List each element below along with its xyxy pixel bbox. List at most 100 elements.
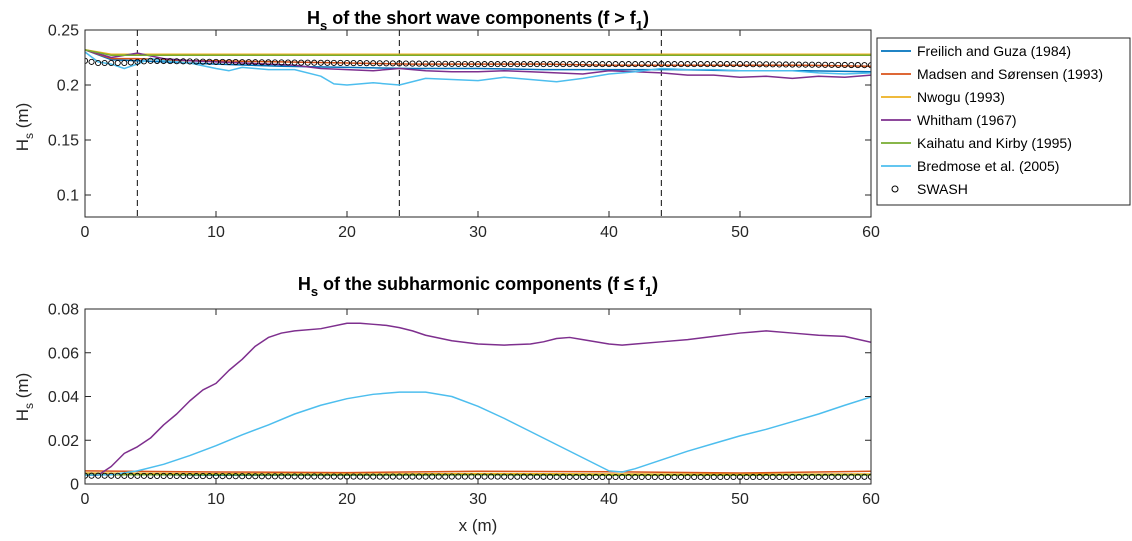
swash-point	[835, 473, 842, 480]
swash-point	[95, 472, 102, 479]
swash-point	[769, 473, 776, 480]
swash-point	[651, 61, 658, 68]
swash-point	[206, 473, 213, 480]
series-line	[85, 470, 871, 474]
swash-point	[160, 472, 167, 480]
swash-point	[815, 61, 822, 68]
swash-point	[619, 473, 626, 481]
swash-point	[199, 473, 206, 480]
swash-point	[271, 59, 279, 66]
swash-point	[363, 60, 370, 67]
swash-point	[625, 61, 632, 68]
swash-point	[304, 473, 311, 480]
legend-item: Nwogu (1993)	[881, 89, 1005, 105]
subharmonic-ylabel: Hs (m)	[13, 373, 36, 422]
x-tick-label: 60	[862, 491, 880, 508]
swash-point	[533, 473, 541, 480]
swash-point	[678, 61, 685, 68]
swash-point	[140, 58, 147, 65]
swash-point	[605, 61, 613, 68]
swash-point	[468, 60, 475, 68]
series-line	[85, 391, 871, 476]
swash-point	[324, 59, 331, 66]
swash-point	[527, 473, 534, 480]
swash-point	[488, 61, 495, 68]
swash-point	[291, 59, 298, 66]
x-tick-label: 60	[862, 224, 880, 241]
legend-item: Madsen and Sørensen (1993)	[881, 66, 1103, 82]
swash-point	[691, 61, 698, 68]
swash-point	[756, 61, 763, 68]
y-tick-label: 0.2	[57, 78, 79, 95]
swash-point	[389, 60, 396, 67]
swash-point	[802, 61, 809, 68]
swash-point	[278, 59, 285, 66]
swash-point	[363, 473, 370, 480]
swash-point	[809, 473, 816, 480]
swash-point	[854, 62, 861, 69]
swash-point	[566, 473, 573, 480]
swash-point	[841, 473, 848, 480]
swash-point	[186, 472, 193, 480]
legend-item: Kaihatu and Kirby (1995)	[881, 135, 1072, 151]
swash-point	[612, 473, 619, 481]
swash-point	[743, 61, 750, 68]
swash-point	[173, 58, 180, 65]
legend-marker	[891, 185, 899, 193]
x-tick-label: 20	[338, 224, 356, 241]
swash-point	[370, 473, 377, 480]
swash-point	[370, 60, 377, 67]
swash-point	[101, 472, 108, 479]
swash-point	[579, 61, 586, 68]
swash-point	[147, 57, 154, 64]
x-tick-label: 30	[469, 491, 487, 508]
swash-point	[317, 473, 324, 480]
swash-point	[651, 473, 658, 481]
plot-background	[85, 30, 871, 217]
swash-point	[108, 59, 115, 67]
swash-point	[586, 61, 593, 68]
short-wave-ylabel: Hs (m)	[13, 103, 36, 152]
swash-point	[468, 473, 475, 480]
swash-point	[108, 472, 115, 479]
swash-point	[167, 472, 174, 480]
swash-point	[861, 473, 868, 480]
swash-point	[304, 59, 311, 66]
swash-point	[219, 58, 226, 66]
swash-point	[147, 472, 154, 479]
swash-point	[730, 61, 737, 68]
x-tick-label: 40	[600, 224, 618, 241]
swash-point	[114, 472, 121, 479]
swash-point	[376, 60, 383, 67]
swash-point	[619, 61, 626, 68]
swash-point	[481, 473, 488, 480]
swash-point	[140, 472, 147, 479]
legend-item: Freilich and Guza (1984)	[881, 43, 1071, 59]
x-tick-label: 50	[731, 491, 749, 508]
swash-point	[160, 57, 167, 65]
swash-point	[736, 61, 744, 68]
swash-point	[448, 60, 455, 67]
swash-point	[271, 473, 279, 480]
swash-point	[599, 473, 606, 481]
swash-point	[704, 61, 711, 68]
swash-point	[317, 59, 324, 66]
swash-point	[350, 473, 357, 480]
swash-point	[514, 473, 521, 480]
y-tick-label: 0	[70, 477, 79, 494]
swash-point	[415, 473, 423, 480]
swash-point	[815, 473, 822, 480]
swash-point	[520, 473, 527, 480]
swash-point	[560, 473, 567, 480]
swash-point	[101, 59, 108, 67]
swash-point	[461, 60, 468, 68]
swash-point	[422, 60, 429, 67]
swash-point	[553, 61, 560, 68]
swash-point	[383, 60, 390, 67]
swash-point	[193, 58, 200, 65]
x-tick-label: 50	[731, 224, 749, 241]
swash-point	[782, 61, 789, 68]
swash-point	[402, 473, 410, 480]
swash-point	[219, 473, 226, 480]
swash-point	[278, 473, 285, 480]
